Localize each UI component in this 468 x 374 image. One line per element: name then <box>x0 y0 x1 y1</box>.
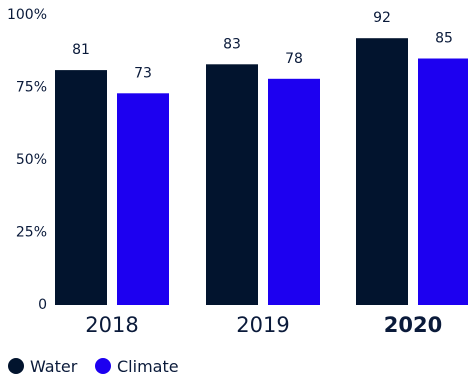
bar-climate-2020 <box>418 58 468 305</box>
x-tick-label: 2020 <box>384 313 442 337</box>
bar-climate-2019 <box>268 78 320 305</box>
x-axis: 2018 2019 2020 <box>85 313 442 337</box>
legend: Water Climate <box>8 357 179 374</box>
y-tick-label: 25% <box>16 225 47 241</box>
legend-label-climate: Climate <box>117 357 179 374</box>
y-tick-label: 50% <box>16 152 47 168</box>
legend-swatch-water <box>8 358 24 374</box>
bar-water-2020 <box>356 38 408 305</box>
data-label: 73 <box>134 65 152 81</box>
x-tick-label: 2018 <box>85 313 138 337</box>
data-label: 83 <box>223 36 241 52</box>
data-label: 81 <box>72 42 90 58</box>
x-tick-label: 2019 <box>236 313 289 337</box>
data-label: 78 <box>285 51 303 67</box>
data-label: 85 <box>435 31 453 47</box>
plot-area: 81 73 83 78 92 85 <box>55 10 468 305</box>
y-tick-label: 75% <box>16 80 47 96</box>
bar-climate-2018 <box>117 93 169 305</box>
y-tick-label: 100% <box>7 7 47 23</box>
y-tick-label: 0 <box>38 297 47 313</box>
bar-water-2018 <box>55 70 107 305</box>
bar-water-2019 <box>206 64 258 305</box>
legend-swatch-climate <box>95 358 111 374</box>
data-label: 92 <box>373 10 391 26</box>
legend-label-water: Water <box>30 357 78 374</box>
y-axis: 0 25% 50% 75% 100% <box>7 7 47 313</box>
